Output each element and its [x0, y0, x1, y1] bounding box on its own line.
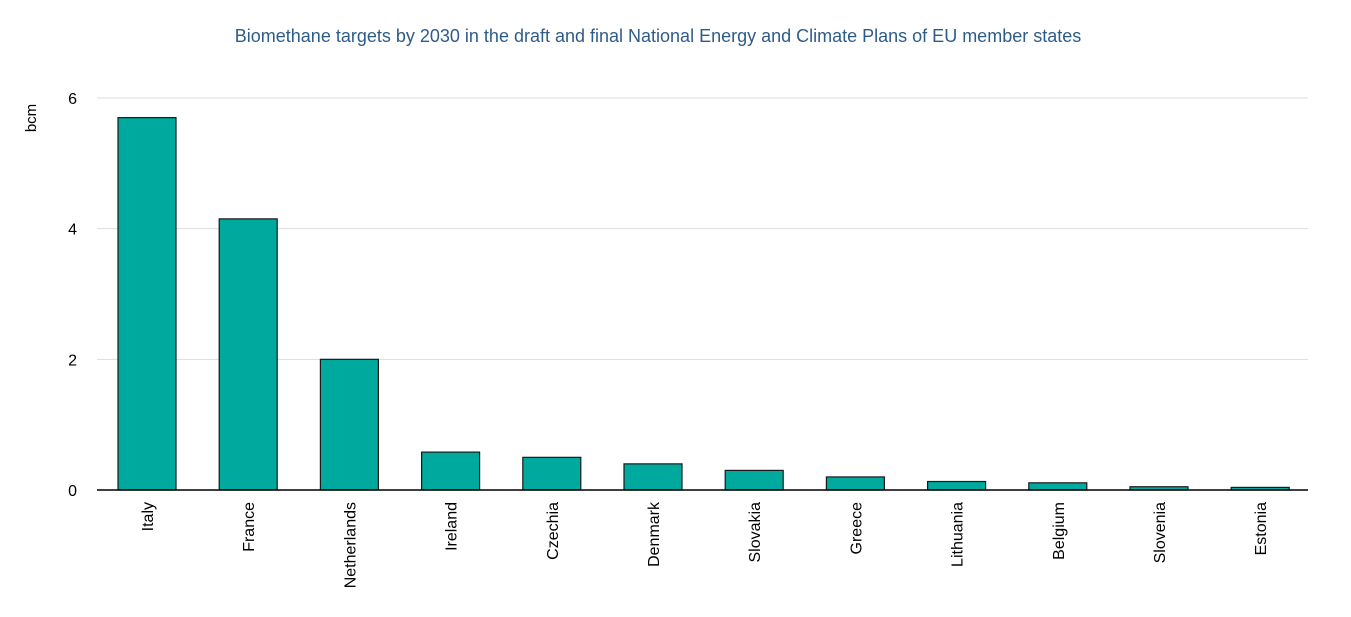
x-tick-label-ireland: Ireland	[444, 502, 461, 551]
x-tick-label-lithuania: Lithuania	[950, 502, 967, 567]
bar-france	[218, 218, 278, 491]
bar-slovakia	[724, 469, 784, 491]
bar-netherlands	[319, 358, 379, 491]
bar-italy	[117, 116, 177, 491]
bars	[117, 116, 1290, 491]
x-tick-label-slovenia: Slovenia	[1152, 502, 1169, 563]
x-tick-label-belgium: Belgium	[1051, 502, 1068, 560]
y-axis-ticks: 0 2 4 6	[68, 91, 77, 500]
y-tick-label: 0	[68, 483, 77, 500]
y-tick-label: 4	[68, 222, 77, 239]
y-tick-label: 2	[68, 352, 77, 369]
bar-greece	[825, 476, 886, 491]
bar-belgium	[1028, 482, 1088, 491]
x-tick-label-italy: Italy	[140, 502, 157, 531]
x-tick-label-denmark: Denmark	[646, 501, 663, 567]
x-tick-label-estonia: Estonia	[1253, 502, 1270, 555]
y-tick-label: 6	[68, 91, 77, 108]
x-tick-label-slovakia: Slovakia	[747, 502, 764, 563]
bar-lithuania	[926, 480, 987, 491]
x-tick-label-france: France	[241, 502, 258, 552]
x-tick-label-czechia: Czechia	[545, 502, 562, 560]
bar-czechia	[522, 456, 582, 491]
x-tick-label-greece: Greece	[848, 502, 865, 555]
bar-denmark	[623, 463, 683, 491]
gridlines	[97, 97, 1308, 360]
bar-ireland	[421, 451, 481, 491]
y-axis-label: bcm	[23, 104, 40, 132]
chart-title: Biomethane targets by 2030 in the draft …	[235, 26, 1081, 46]
x-tick-label-netherlands: Netherlands	[342, 502, 359, 588]
x-axis-ticks: Italy France Netherlands Ireland Czechia Denm…	[140, 501, 1270, 588]
